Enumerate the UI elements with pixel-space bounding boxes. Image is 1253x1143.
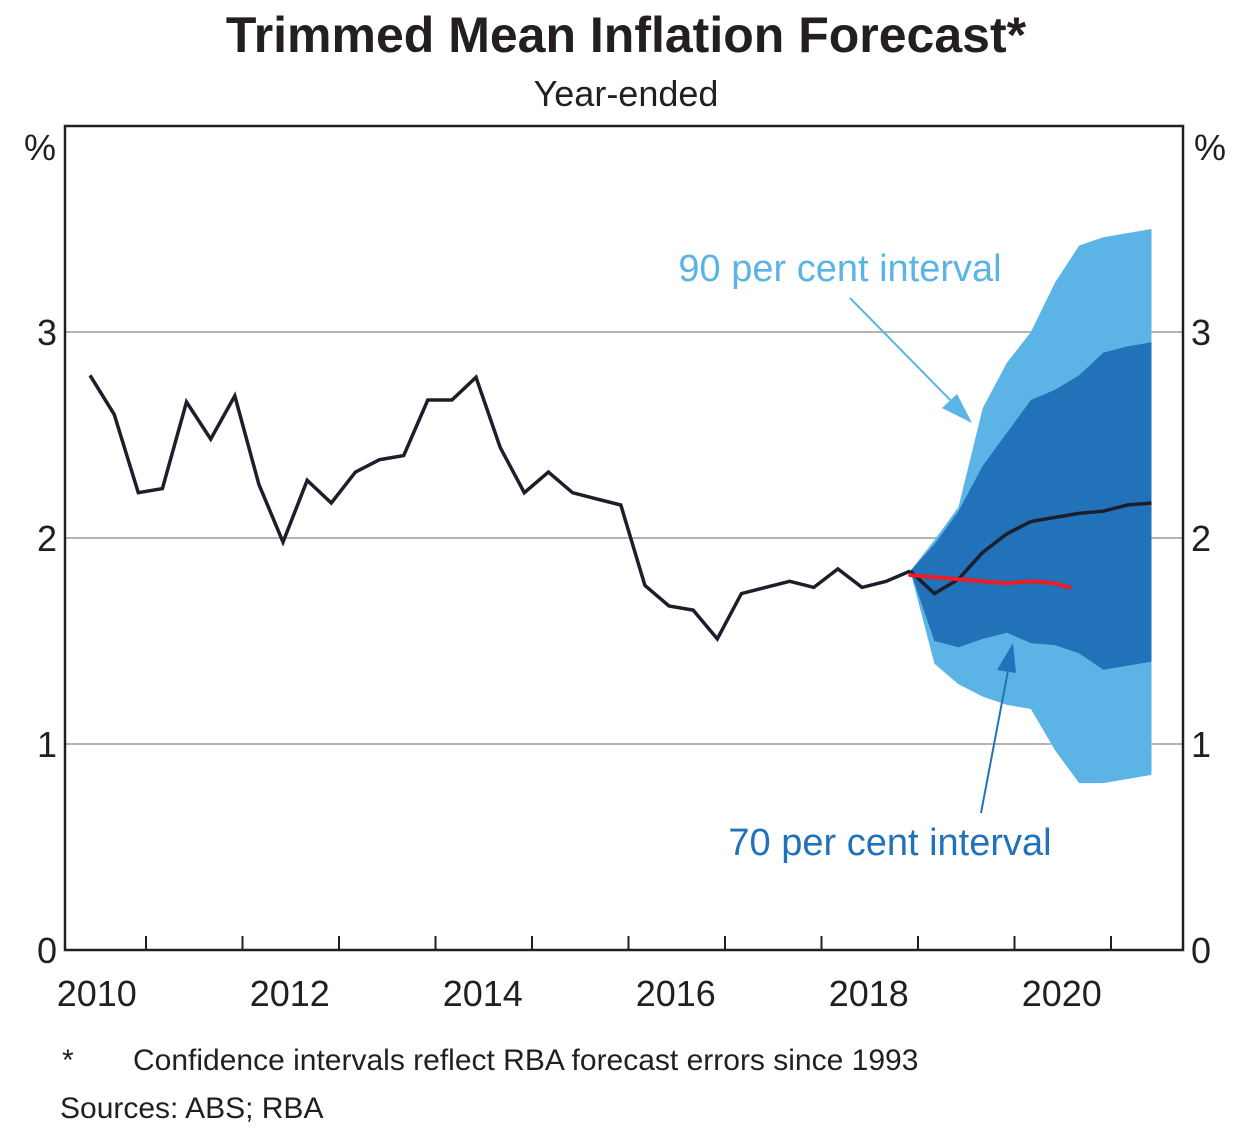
- x-tick-label: 2012: [250, 973, 330, 1014]
- annotation-90-arrow-line: [849, 297, 963, 413]
- band-70-percent: [910, 342, 1152, 670]
- y-tick-labels: 0 0 1 1 2 2 3 3: [37, 312, 1211, 971]
- annotation-70-arrowhead: [997, 643, 1016, 673]
- x-tick-label: 2020: [1022, 973, 1102, 1014]
- footnote-text: Confidence intervals reflect RBA forecas…: [133, 1044, 918, 1077]
- annotation-70-label: 70 per cent interval: [728, 822, 1051, 864]
- annotation-90: 90 per cent interval: [678, 248, 1002, 423]
- plot-frame: [63, 124, 1185, 952]
- y-tick-label-left: 1: [37, 724, 57, 765]
- x-tick-labels: 2010 2012 2014 2016 2018 2020: [57, 973, 1102, 1014]
- y-axis-unit-left: %: [24, 127, 56, 168]
- annotation-90-arrowhead: [942, 394, 972, 423]
- history-line: [88, 374, 911, 643]
- x-tick-label: 2014: [443, 973, 523, 1014]
- x-tick-label: 2018: [829, 973, 909, 1014]
- x-tick-label: 2016: [636, 973, 716, 1014]
- annotation-70: 70 per cent interval: [728, 643, 1052, 864]
- x-tick-label: 2010: [57, 973, 137, 1014]
- annotation-90-label: 90 per cent interval: [678, 248, 1001, 290]
- y-tick-label-right: 1: [1191, 724, 1211, 765]
- y-tick-label-right: 3: [1191, 312, 1211, 353]
- y-axis-unit-right: %: [1194, 127, 1226, 168]
- footnote-marker: *: [62, 1044, 74, 1077]
- y-tick-label-right: 2: [1191, 518, 1211, 559]
- confidence-bands: [910, 229, 1152, 784]
- y-tick-label-left: 3: [37, 312, 57, 353]
- series-lines: [88, 374, 1152, 643]
- chart-title: Trimmed Mean Inflation Forecast*: [226, 7, 1027, 63]
- y-tick-label-left: 0: [37, 930, 57, 971]
- axes: [63, 124, 1185, 952]
- y-tick-label-left: 2: [37, 518, 57, 559]
- forecast-line: [909, 501, 1152, 596]
- chart-subtitle: Year-ended: [534, 73, 719, 114]
- red-line: [908, 573, 1072, 590]
- annotation-70-arrow-line: [980, 659, 1011, 814]
- sources-text: Sources: ABS; RBA: [60, 1092, 323, 1125]
- y-tick-label-right: 0: [1191, 930, 1211, 971]
